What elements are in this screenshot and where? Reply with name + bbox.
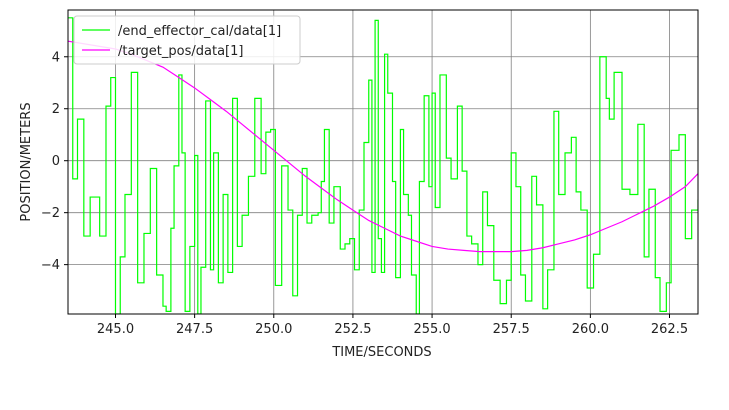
- y-axis-label: POSITION/METERS: [19, 102, 34, 221]
- y-tick-label: −2: [41, 206, 60, 221]
- x-ticks: 245.0 247.5 250.0 252.5 255.0 257.5 260.0 262.5: [97, 314, 688, 337]
- legend-label-target-pos: /target_pos/data[1]: [118, 44, 243, 59]
- plot-frame: [67, 9, 699, 315]
- x-tick-label: 245.0: [97, 322, 134, 337]
- x-tick-label: 260.0: [572, 322, 609, 337]
- x-tick-label: 252.5: [334, 322, 371, 337]
- x-tick-label: 250.0: [255, 322, 292, 337]
- x-tick-label: 255.0: [413, 322, 450, 337]
- y-tick-label: −4: [41, 258, 60, 273]
- x-axis-label: TIME/SECONDS: [331, 345, 431, 360]
- legend-label-end-effector: /end_effector_cal/data[1]: [118, 24, 281, 39]
- y-tick-label: 4: [52, 50, 60, 65]
- x-tick-label: 247.5: [176, 322, 213, 337]
- x-tick-label: 262.5: [651, 322, 688, 337]
- series-layer: [68, 17, 698, 314]
- series-line-end-effector: [68, 17, 698, 314]
- legend-box: [73, 15, 301, 65]
- y-tick-label: 0: [52, 154, 60, 169]
- y-ticks: −4 −2 0 2 4: [41, 50, 68, 273]
- x-tick-label: 257.5: [493, 322, 530, 337]
- legend: /end_effector_cal/data[1] /target_pos/da…: [73, 15, 301, 65]
- y-tick-label: 2: [52, 102, 60, 117]
- series-line-target-pos: [68, 40, 698, 253]
